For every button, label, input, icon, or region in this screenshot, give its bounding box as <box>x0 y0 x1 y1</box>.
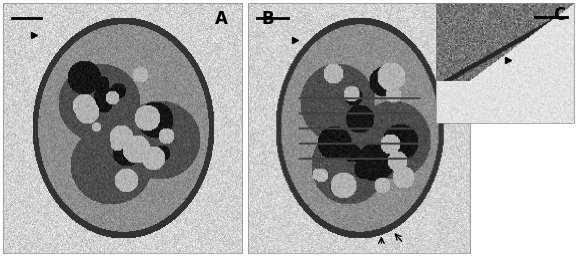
Text: C: C <box>553 6 566 24</box>
Text: B: B <box>261 10 274 28</box>
Text: A: A <box>215 10 228 28</box>
